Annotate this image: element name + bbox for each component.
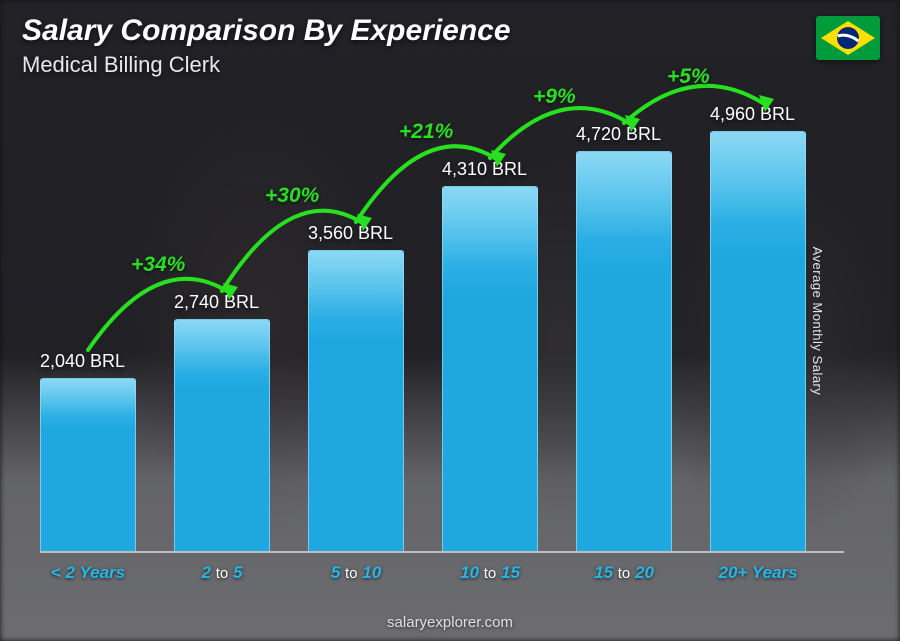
pct-increase-label: +5% <box>667 65 710 89</box>
bar-chart: 2,040 BRL< 2 Years2,740 BRL2 to 53,560 B… <box>40 110 844 585</box>
pct-increase-label: +9% <box>533 85 576 109</box>
country-flag-brazil <box>816 16 880 60</box>
page-subtitle: Medical Billing Clerk <box>22 52 220 78</box>
page-title: Salary Comparison By Experience <box>22 14 511 48</box>
increase-arc <box>40 110 796 585</box>
attribution: salaryexplorer.com <box>0 614 900 631</box>
infographic-container: Salary Comparison By Experience Medical … <box>0 0 900 641</box>
